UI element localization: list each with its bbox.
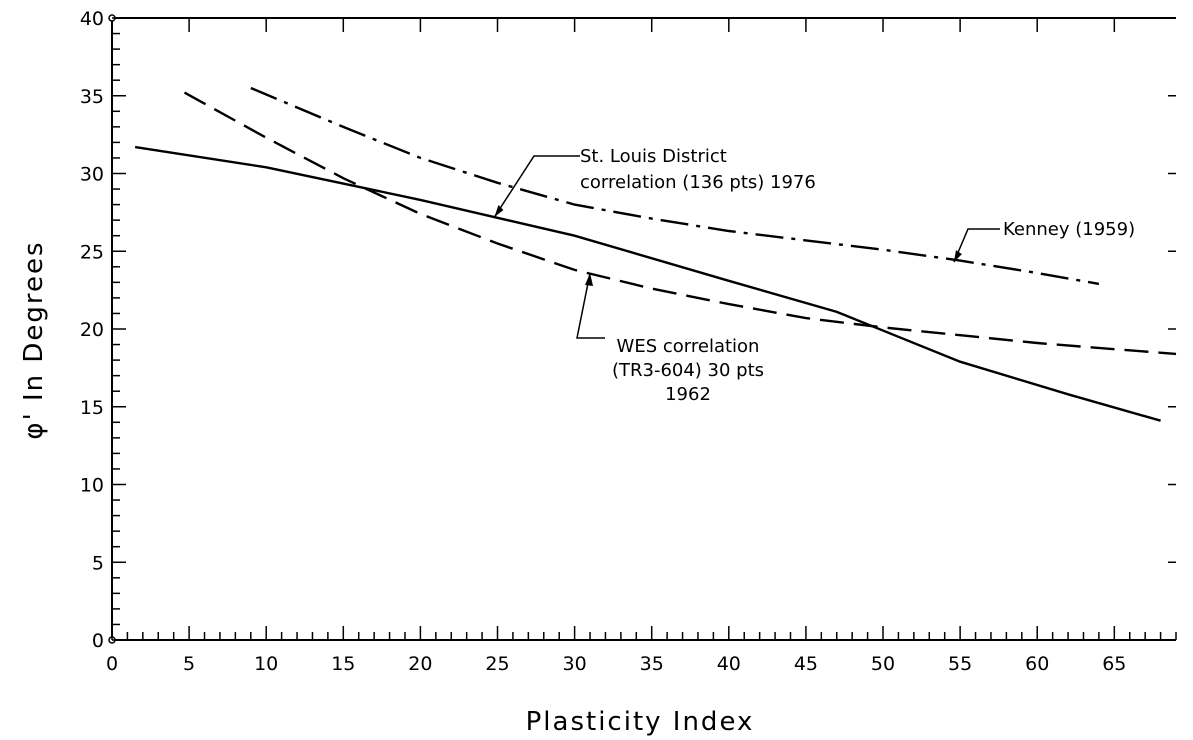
x-tick-label: 25: [485, 653, 509, 675]
x-tick-label: 35: [640, 653, 664, 675]
x-tick-label: 15: [331, 653, 355, 675]
wes-annotation-line: WES correlation: [617, 336, 760, 357]
y-axis-title: φ' In Degrees: [19, 240, 49, 439]
kenney-series-line: [250, 86, 1100, 286]
y-tick-label: 0: [92, 630, 104, 652]
wes-annotation-line: 1962: [665, 384, 711, 405]
tick-labels: 0 5 10 15 20 25 30 35 40 45 50 55 60 65 0 5 10 15 20 25 30 35…: [80, 8, 1127, 675]
kenney-leader-line: [953, 228, 1000, 263]
axis-ticks: [111, 17, 1177, 641]
x-tick-label: 5: [183, 653, 195, 675]
wes-leader-arrow: [585, 273, 594, 287]
x-tick-label: 0: [106, 653, 118, 675]
wes-correlation-series-line: [183, 91, 1177, 356]
wes-leader-line: [576, 272, 605, 339]
stl-annotation-line: St. Louis District: [580, 146, 727, 167]
x-tick-label: 45: [794, 653, 818, 675]
x-tick-label: 10: [254, 653, 278, 675]
y-tick-label: 20: [80, 319, 104, 341]
x-tick-label: 40: [717, 653, 741, 675]
y-tick-label: 5: [92, 552, 104, 574]
stl-leader-arrow: [494, 205, 504, 218]
x-axis-title: Plasticity Index: [526, 707, 755, 737]
stl-leader-line: [493, 155, 580, 218]
x-tick-label: 50: [871, 653, 895, 675]
x-tick-label: 60: [1025, 653, 1049, 675]
kenney-annotation-line: Kenney (1959): [1003, 219, 1135, 240]
y-tick-label: 10: [80, 475, 104, 497]
wes-annotation-line: (TR3-604) 30 pts: [612, 360, 764, 381]
x-tick-label: 20: [408, 653, 432, 675]
x-tick-label: 65: [1102, 653, 1126, 675]
x-tick-label: 55: [948, 653, 972, 675]
kenney-leader-arrow: [953, 250, 962, 263]
y-tick-label: 30: [80, 164, 104, 186]
y-tick-label: 40: [80, 8, 104, 30]
annotation-layer: St. Louis District correlation (136 pts) …: [493, 146, 1135, 405]
plot-frame: [108, 14, 1176, 644]
series-layer: [134, 86, 1177, 422]
y-tick-label: 15: [80, 397, 104, 419]
x-tick-label: 30: [563, 653, 587, 675]
st-louis-district-series-line: [134, 145, 1161, 422]
y-tick-label: 35: [80, 86, 104, 108]
y-tick-label: 25: [80, 241, 104, 263]
stl-annotation-line: correlation (136 pts) 1976: [580, 172, 816, 193]
